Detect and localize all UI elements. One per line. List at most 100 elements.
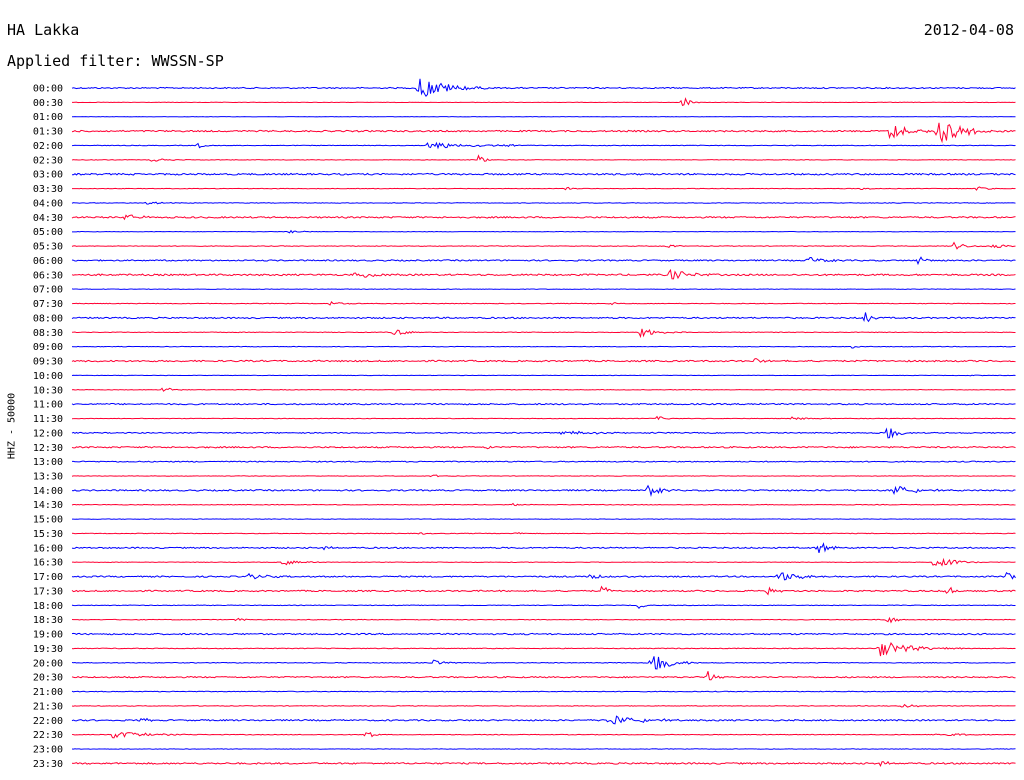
seismic-trace-1700 — [71, 571, 1016, 581]
row-time-label: 19:30 — [33, 644, 63, 655]
row-time-label: 18:00 — [33, 601, 63, 612]
row-time-label: 16:00 — [33, 543, 63, 554]
seismic-trace-1930 — [71, 641, 1016, 657]
seismic-trace-0430 — [71, 214, 1016, 221]
seismic-trace-1130 — [71, 415, 1016, 421]
row-time-label: 20:00 — [33, 658, 63, 669]
seismic-trace-0230 — [71, 154, 1016, 162]
seismic-trace-1230 — [71, 445, 1016, 450]
seismic-trace-0530 — [71, 241, 1016, 250]
station-title: HA Lakka — [7, 21, 80, 39]
seismic-trace-0130 — [71, 122, 1016, 144]
seismic-trace-0830 — [71, 328, 1016, 339]
row-time-label: 00:30 — [33, 98, 63, 109]
row-time-label: 08:00 — [33, 313, 63, 324]
row-time-label: 12:00 — [33, 428, 63, 439]
seismic-trace-1430 — [71, 502, 1016, 507]
seismic-trace-0900 — [71, 345, 1016, 349]
row-time-label: 20:30 — [33, 673, 63, 684]
seismic-trace-1530 — [71, 532, 1016, 535]
row-time-label: 18:30 — [33, 615, 63, 626]
row-time-label: 10:30 — [33, 385, 63, 396]
row-time-label: 07:00 — [33, 285, 63, 296]
seismic-trace-0800 — [71, 312, 1016, 323]
row-time-label: 22:00 — [33, 716, 63, 727]
row-time-label: 15:00 — [33, 515, 63, 526]
row-time-label: 19:00 — [33, 630, 63, 641]
row-time-label: 17:00 — [33, 572, 63, 583]
filter-label: Applied filter: WWSSN-SP — [7, 52, 224, 70]
row-time-label: 06:00 — [33, 256, 63, 267]
seismic-trace-0930 — [71, 357, 1016, 363]
row-time-label: 01:30 — [33, 127, 63, 138]
seismic-trace-1630 — [71, 557, 1016, 567]
seismic-trace-0500 — [71, 229, 1016, 234]
seismic-trace-0730 — [71, 301, 1016, 306]
row-time-label: 13:00 — [33, 457, 63, 468]
row-time-label: 03:30 — [33, 184, 63, 195]
seismic-trace-0300 — [71, 172, 1016, 176]
seismic-trace-0630 — [71, 268, 1016, 280]
row-time-label: 21:30 — [33, 701, 63, 712]
seismic-trace-1830 — [71, 616, 1016, 624]
seismic-trace-0700 — [71, 288, 1016, 290]
trace-rows: 00:00 00:30 01:00 01:30 02:00 02:30 03:00 03:30… — [33, 78, 1016, 770]
row-time-label: 14:30 — [33, 500, 63, 511]
seismic-trace-1400 — [71, 484, 1016, 498]
seismic-trace-0330 — [71, 186, 1016, 191]
date-label: 2012-04-08 — [923, 21, 1014, 39]
row-time-label: 14:00 — [33, 486, 63, 497]
seismic-trace-0600 — [71, 256, 1016, 266]
seismic-trace-1900 — [71, 632, 1016, 636]
row-time-label: 05:30 — [33, 242, 63, 253]
row-time-label: 08:30 — [33, 328, 63, 339]
row-time-label: 01:00 — [33, 112, 63, 123]
row-time-label: 22:30 — [33, 730, 63, 741]
seismic-trace-2200 — [71, 715, 1016, 725]
row-time-label: 13:30 — [33, 471, 63, 482]
seismic-trace-0200 — [71, 141, 1016, 150]
row-time-label: 23:00 — [33, 745, 63, 756]
seismic-trace-1000 — [71, 374, 1016, 377]
seismic-trace-2100 — [71, 690, 1016, 693]
seismic-trace-2000 — [71, 656, 1016, 670]
row-time-label: 00:00 — [33, 84, 63, 95]
seismic-trace-2330 — [71, 761, 1016, 768]
seismic-trace-0400 — [71, 201, 1016, 205]
row-time-label: 04:00 — [33, 198, 63, 209]
seismic-trace-2130 — [71, 703, 1016, 708]
row-time-label: 15:30 — [33, 529, 63, 540]
seismic-trace-1100 — [71, 402, 1016, 406]
row-time-label: 07:30 — [33, 299, 63, 310]
row-time-label: 03:00 — [33, 170, 63, 181]
row-time-label: 04:30 — [33, 213, 63, 224]
row-time-label: 11:00 — [33, 400, 63, 411]
row-time-label: 02:00 — [33, 141, 63, 152]
row-time-label: 12:30 — [33, 443, 63, 454]
seismic-trace-0000 — [71, 78, 1016, 98]
row-time-label: 05:00 — [33, 227, 63, 238]
seismic-trace-2230 — [71, 732, 1016, 739]
seismic-trace-1200 — [71, 427, 1016, 439]
row-time-label: 09:30 — [33, 357, 63, 368]
seismic-trace-0030 — [71, 97, 1016, 107]
row-time-label: 09:00 — [33, 342, 63, 353]
seismic-trace-1030 — [71, 387, 1016, 392]
row-time-label: 06:30 — [33, 270, 63, 281]
row-time-label: 02:30 — [33, 155, 63, 166]
row-time-label: 21:00 — [33, 687, 63, 698]
row-time-label: 11:30 — [33, 414, 63, 425]
seismic-trace-1300 — [71, 460, 1016, 463]
row-time-label: 17:30 — [33, 586, 63, 597]
row-time-label: 23:30 — [33, 759, 63, 770]
seismic-trace-1500 — [71, 518, 1016, 520]
row-time-label: 16:30 — [33, 558, 63, 569]
seismic-trace-1800 — [71, 604, 1016, 610]
seismic-trace-2030 — [71, 671, 1016, 681]
seismic-trace-1730 — [71, 585, 1016, 596]
row-time-label: 10:00 — [33, 371, 63, 382]
seismic-trace-2300 — [71, 748, 1016, 750]
seismic-trace-1330 — [71, 474, 1016, 478]
seismic-trace-1600 — [71, 542, 1016, 553]
